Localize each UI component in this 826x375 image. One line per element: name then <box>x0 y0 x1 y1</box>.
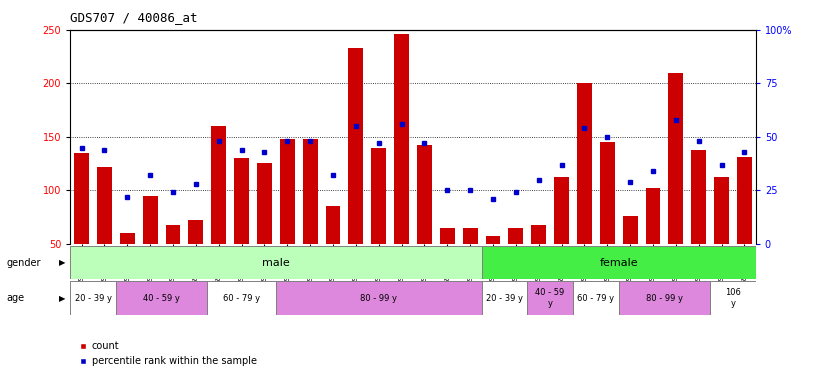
Bar <box>527 281 573 315</box>
Bar <box>166 225 180 244</box>
Bar <box>486 236 501 244</box>
Text: gender: gender <box>7 258 41 267</box>
Bar <box>482 246 756 279</box>
Bar <box>531 225 546 244</box>
Bar <box>623 216 638 244</box>
Bar <box>691 150 706 244</box>
Bar <box>619 281 710 315</box>
Bar <box>482 281 527 315</box>
Text: age: age <box>7 293 25 303</box>
Legend: count, percentile rank within the sample: count, percentile rank within the sample <box>75 338 260 370</box>
Bar <box>74 153 89 244</box>
Bar <box>577 84 591 244</box>
Text: male: male <box>262 258 290 267</box>
Bar <box>280 139 295 244</box>
Bar <box>116 281 207 315</box>
Bar <box>710 281 756 315</box>
Bar <box>349 48 363 244</box>
Bar <box>207 281 276 315</box>
Text: 40 - 59 y: 40 - 59 y <box>143 294 180 303</box>
Bar <box>440 228 454 244</box>
Text: 20 - 39 y: 20 - 39 y <box>74 294 112 303</box>
Bar <box>325 206 340 244</box>
Bar <box>714 177 729 244</box>
Bar <box>143 196 158 244</box>
Bar <box>737 157 752 244</box>
Text: GDS707 / 40086_at: GDS707 / 40086_at <box>70 11 197 24</box>
Bar <box>463 228 477 244</box>
Text: 20 - 39 y: 20 - 39 y <box>486 294 523 303</box>
Text: 40 - 59
y: 40 - 59 y <box>535 288 565 308</box>
Text: 80 - 99 y: 80 - 99 y <box>646 294 683 303</box>
Bar <box>554 177 569 244</box>
Bar <box>257 162 272 244</box>
Text: female: female <box>600 258 638 267</box>
Bar <box>372 148 386 244</box>
Bar <box>509 228 523 244</box>
Text: 60 - 79 y: 60 - 79 y <box>577 294 615 303</box>
Text: 106
y: 106 y <box>725 288 741 308</box>
Text: ▶: ▶ <box>59 294 65 303</box>
Bar <box>417 146 432 244</box>
Bar <box>303 139 317 244</box>
Bar <box>668 73 683 244</box>
Text: 60 - 79 y: 60 - 79 y <box>223 294 260 303</box>
Bar <box>600 142 615 244</box>
Text: 80 - 99 y: 80 - 99 y <box>360 294 397 303</box>
Bar <box>573 281 619 315</box>
Bar <box>70 246 482 279</box>
Bar <box>97 167 112 244</box>
Bar <box>646 188 660 244</box>
Bar <box>188 220 203 244</box>
Bar <box>235 158 249 244</box>
Bar <box>120 233 135 244</box>
Bar <box>70 281 116 315</box>
Bar <box>394 34 409 244</box>
Bar <box>211 126 226 244</box>
Bar <box>276 281 482 315</box>
Text: ▶: ▶ <box>59 258 65 267</box>
